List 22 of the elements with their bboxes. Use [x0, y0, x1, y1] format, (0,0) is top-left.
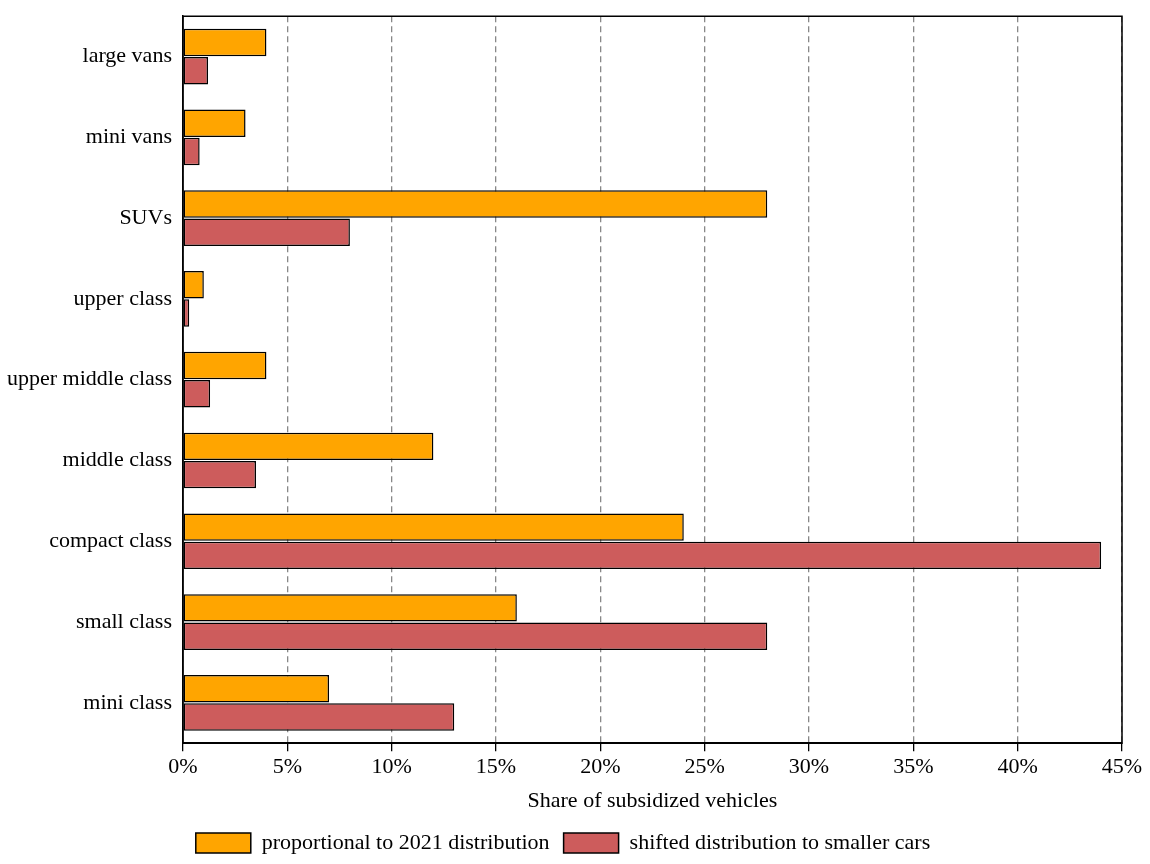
legend-label: proportional to 2021 distribution	[261, 828, 550, 854]
x-tick-label: 35%	[893, 753, 934, 779]
x-tick-label: 25%	[684, 753, 725, 779]
y-tick-label: small class	[76, 607, 172, 633]
y-tick-label: mini vans	[85, 123, 172, 149]
y-tick-label: upper class	[73, 284, 172, 310]
x-tick-label: 15%	[475, 753, 517, 779]
x-tick-label: 5%	[272, 753, 302, 779]
x-tick-label: 45%	[1101, 753, 1143, 779]
x-tick-label: 20%	[580, 753, 621, 779]
x-tick-label: 30%	[788, 753, 830, 779]
y-tick-label: large vans	[82, 42, 172, 68]
x-tick-label: 10%	[371, 753, 412, 779]
y-tick-label: compact class	[49, 527, 172, 553]
y-tick-label: mini class	[83, 688, 172, 714]
y-tick-label: upper middle class	[6, 365, 172, 391]
x-tick-label: 0%	[168, 753, 198, 779]
y-tick-label: SUVs	[119, 203, 172, 229]
x-tick-label: 40%	[997, 753, 1038, 779]
legend-label: shifted distribution to smaller cars	[629, 828, 931, 854]
y-tick-label: middle class	[62, 446, 172, 472]
x-axis-title: Share of subsidized vehicles	[527, 786, 778, 812]
